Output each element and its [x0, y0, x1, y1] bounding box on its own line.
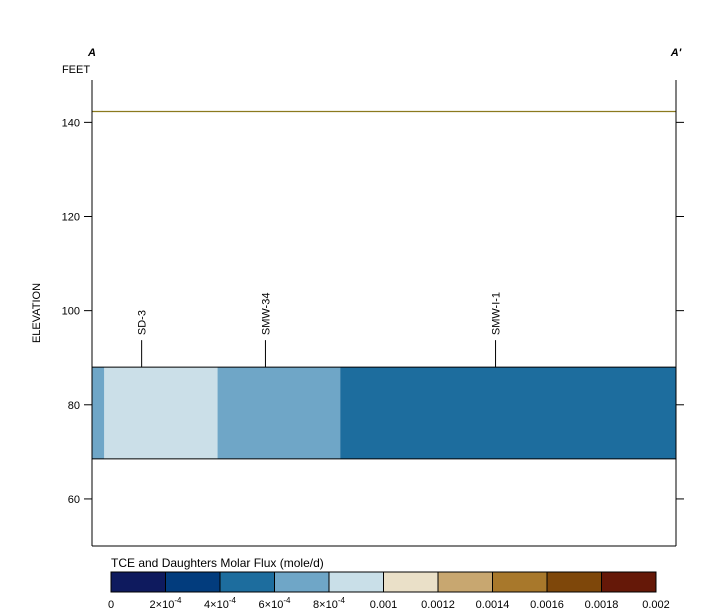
well-label-2: SMW-34 [260, 293, 272, 336]
y-tick-label-4: 120 [62, 212, 80, 224]
legend-swatch-2 [165, 571, 221, 593]
legend-title: TCE and Daughters Molar Flux (mole/d) [111, 556, 324, 570]
legend-tick-label-11: 0.002 [642, 599, 670, 611]
legend-tick-label-8: 0.0014 [476, 599, 510, 611]
legend-swatch-4 [274, 571, 330, 593]
legend-tick-label-3: 4×10-4 [204, 596, 236, 611]
legend-swatch-6 [383, 571, 439, 593]
legend-tick-label-4: 6×10-4 [259, 596, 291, 611]
units-label: FEET [62, 64, 90, 76]
y-tick-label-3: 100 [62, 306, 80, 318]
well-label-1: SD-3 [137, 310, 149, 335]
legend-tick-label-7: 0.0012 [421, 599, 455, 611]
section-label-right: A' [670, 47, 682, 59]
y-tick-label-5: 140 [62, 117, 80, 129]
legend: TCE and Daughters Molar Flux (mole/d) 0 2… [108, 556, 670, 611]
legend-swatch-8 [492, 571, 548, 593]
axes: 60 80 100 120 140 [62, 80, 684, 547]
legend-swatch-3 [219, 571, 275, 593]
legend-tick-label-5: 8×10-4 [313, 596, 345, 611]
flux-layer [92, 366, 676, 460]
legend-tick-label-6: 0.001 [370, 599, 398, 611]
legend-tick-label-1: 0 [108, 599, 114, 611]
y-tick-label-1: 60 [68, 494, 80, 506]
layer-segment-2 [104, 367, 218, 459]
legend-swatch-5 [328, 571, 384, 593]
y-axis-label: ELEVATION [31, 283, 43, 343]
legend-tick-label-9: 0.0016 [530, 599, 564, 611]
section-label-left: A [87, 47, 96, 59]
layer-segment-3 [217, 367, 341, 459]
layer-segment-4 [340, 367, 676, 459]
well-label-3: SMW-I-1 [491, 292, 503, 335]
layer-segment-1 [92, 367, 105, 459]
legend-swatch-7 [437, 571, 493, 593]
legend-swatch-9 [546, 571, 602, 593]
legend-swatch-1 [110, 571, 166, 593]
legend-tick-label-10: 0.0018 [585, 599, 619, 611]
y-tick-label-2: 80 [68, 400, 80, 412]
wells: SD-3 SMW-34 SMW-I-1 [137, 292, 503, 368]
legend-swatch-10 [601, 571, 657, 593]
legend-tick-label-2: 2×10-4 [150, 596, 182, 611]
